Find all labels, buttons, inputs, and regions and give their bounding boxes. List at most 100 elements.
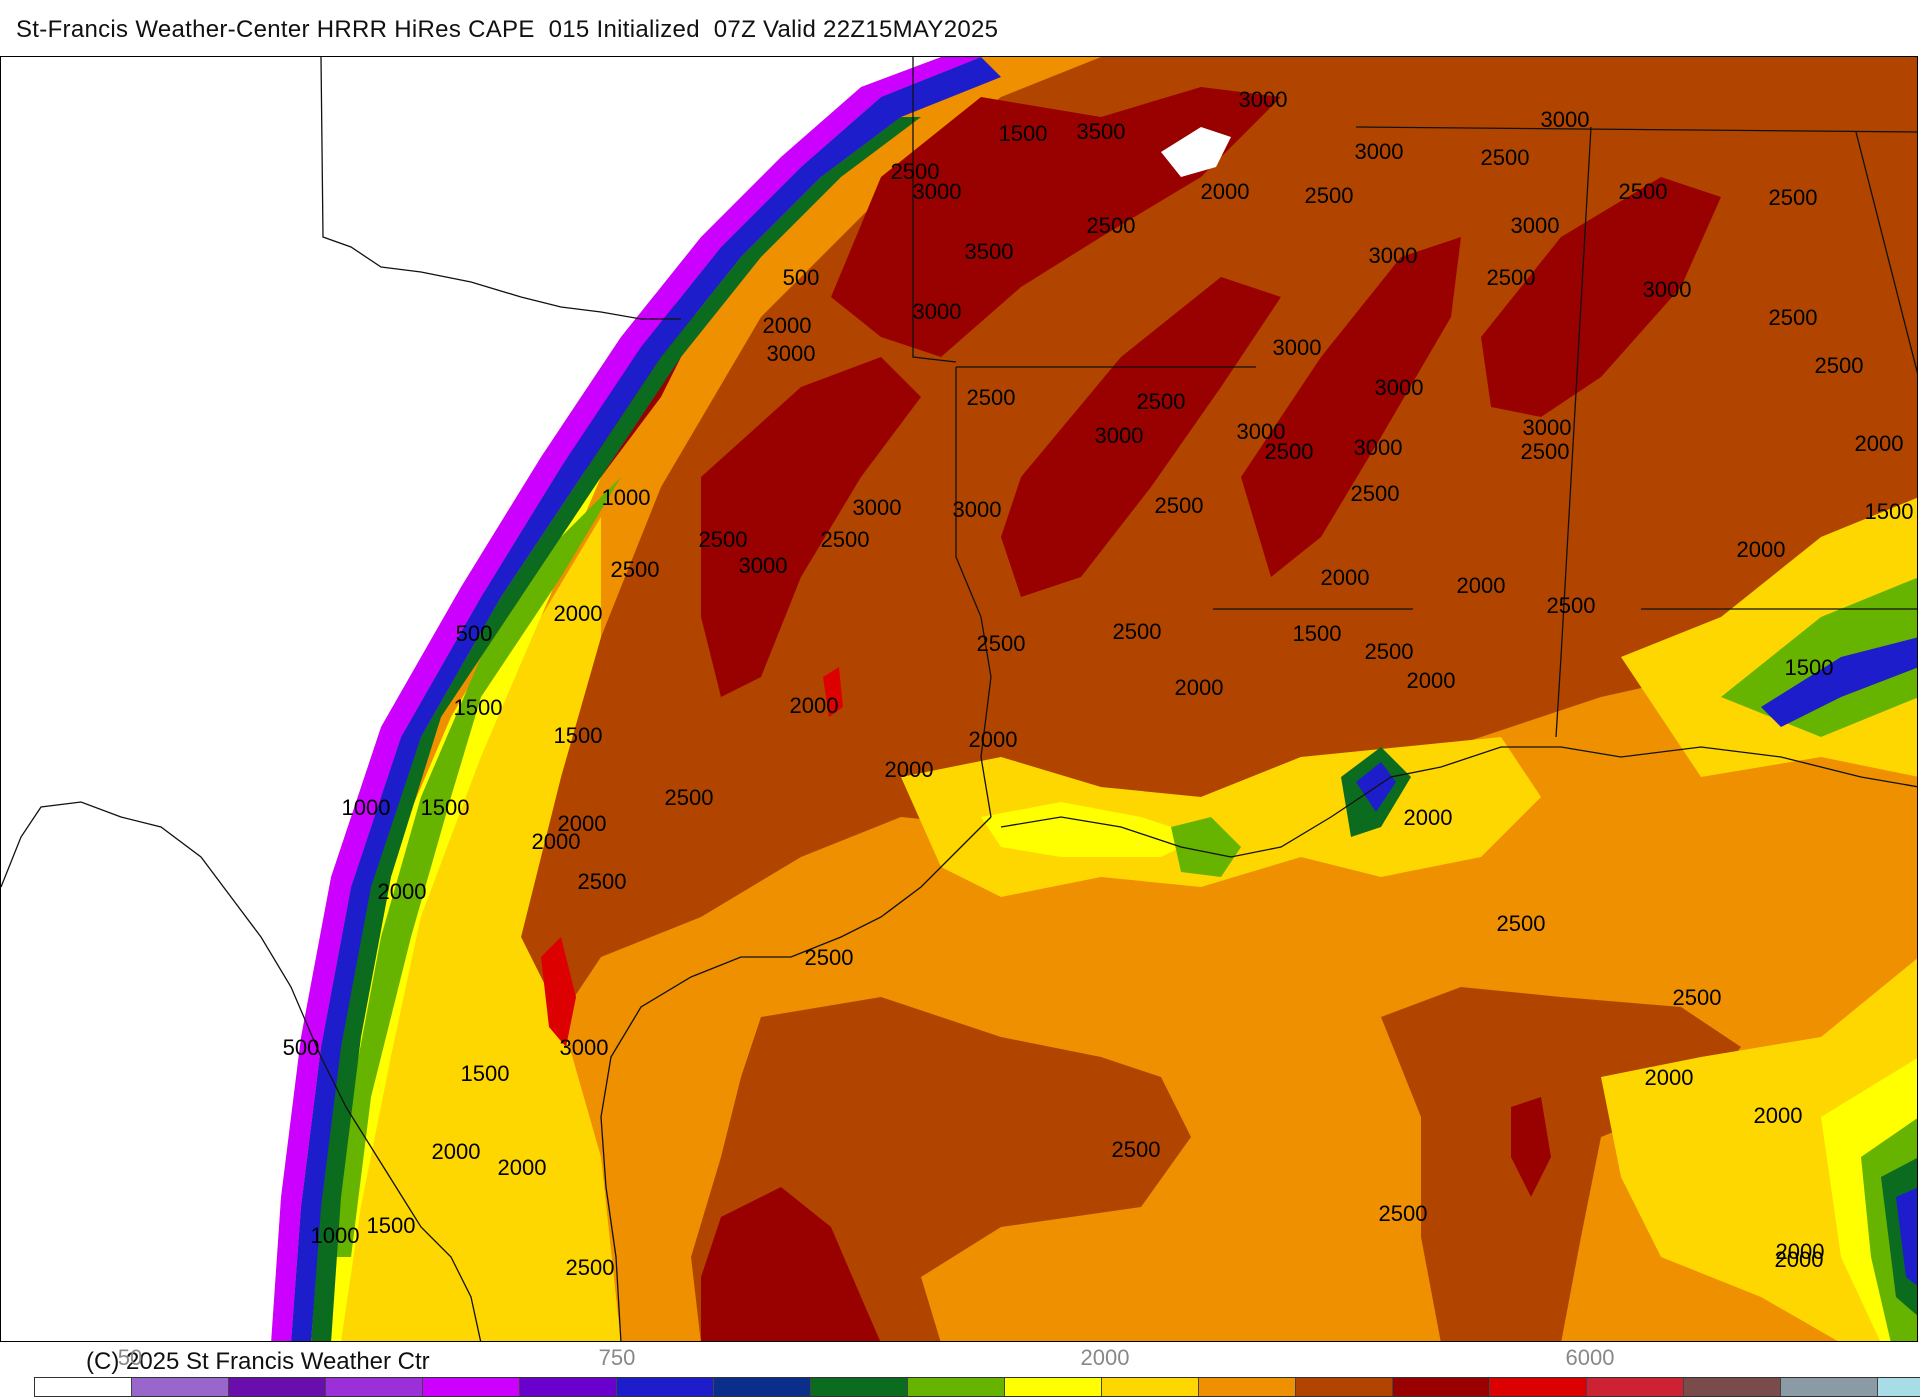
contour-label: 3000 <box>1237 419 1286 444</box>
state-border <box>1355 126 1917 133</box>
coastline <box>1000 746 1917 858</box>
colorbar-swatch <box>1296 1378 1393 1396</box>
contour-label: 3000 <box>1273 335 1322 360</box>
contour-label: 2500 <box>699 527 748 552</box>
contour-label: 2500 <box>1481 145 1530 170</box>
colorbar-swatch <box>908 1378 1005 1396</box>
colorbar-swatch <box>229 1378 326 1396</box>
contour-label: 2000 <box>1404 805 1453 830</box>
contour-label: 2500 <box>967 385 1016 410</box>
cape-ne-1750 <box>1721 577 1917 737</box>
contour-label: 2500 <box>1487 265 1536 290</box>
cape-band-3500-c <box>1001 277 1281 597</box>
contour-label: 2000 <box>1407 668 1456 693</box>
colorbar-swatch <box>1199 1378 1296 1396</box>
contour-label: 2500 <box>1087 213 1136 238</box>
cape-gulf-3500-west <box>701 1187 881 1341</box>
contour-label: 1000 <box>602 485 651 510</box>
contour-label: 1500 <box>1785 655 1834 680</box>
contour-label: 2500 <box>1521 439 1570 464</box>
contour-label: 2500 <box>611 557 660 582</box>
contour-label: 2000 <box>1175 675 1224 700</box>
colorbar-swatch <box>1781 1378 1878 1396</box>
cape-band-4000-b <box>823 667 843 717</box>
contour-label: 500 <box>456 621 493 646</box>
contour-label: 1500 <box>1865 499 1914 524</box>
cape-band-1750-coast <box>1171 817 1241 877</box>
contour-label: 3000 <box>1511 213 1560 238</box>
contour-label: 3000 <box>913 299 962 324</box>
contour-label: 3000 <box>1369 243 1418 268</box>
contour-label: 3000 <box>1239 87 1288 112</box>
coastline <box>600 816 992 1341</box>
contour-label: 3500 <box>1077 119 1126 144</box>
cape-west-1500 <box>311 117 921 1341</box>
state-border <box>1855 131 1917 374</box>
contour-label: 2000 <box>498 1155 547 1180</box>
colorbar-swatch <box>1878 1378 1920 1396</box>
contour-label: 2500 <box>1305 183 1354 208</box>
colorbar-swatch <box>35 1378 132 1396</box>
contour-label: 1500 <box>461 1061 510 1086</box>
cape-ne-1000 <box>1761 637 1917 727</box>
cape-map: 3000 1500 3500 2500 3000 3000 2500 3000 2000 2500… <box>0 56 1918 1342</box>
contour-label: 3000 <box>853 495 902 520</box>
state-border <box>955 367 992 818</box>
state-border <box>1555 126 1592 738</box>
contour-label: 1500 <box>999 121 1048 146</box>
contour-label: 1000 <box>311 1223 360 1248</box>
contour-label: 3000 <box>560 1035 609 1060</box>
contour-label: 3500 <box>965 239 1014 264</box>
cape-west-1750 <box>331 477 621 1257</box>
contour-label: 2500 <box>805 945 854 970</box>
colorbar-swatch <box>1102 1378 1199 1396</box>
contour-label: 2500 <box>578 869 627 894</box>
contour-label: 2500 <box>1113 619 1162 644</box>
contour-label: 2000 <box>790 693 839 718</box>
contour-label: 3000 <box>739 553 788 578</box>
colorbar-tick-label: 50 <box>117 1345 143 1370</box>
contour-label: 1500 <box>454 695 503 720</box>
colorbar-swatch <box>520 1378 617 1396</box>
colorbar-swatch <box>1684 1378 1781 1396</box>
contour-label: 1500 <box>554 723 603 748</box>
contour-label: 2500 <box>1497 911 1546 936</box>
border-mexico <box>1 801 482 1341</box>
contour-label: 2500 <box>821 527 870 552</box>
contour-label: 2000 <box>1321 565 1370 590</box>
contour-label: 3000 <box>1375 375 1424 400</box>
state-border <box>912 57 957 363</box>
map-title: St-Francis Weather-Center HRRR HiRes CAP… <box>16 16 999 43</box>
contour-label: 2000 <box>885 757 934 782</box>
contour-label: 2000 <box>1776 1239 1825 1264</box>
colorbar-swatch <box>811 1378 908 1396</box>
colorbar-tick-label: 2000 <box>1080 1345 1130 1370</box>
contour-label: 2500 <box>1815 353 1864 378</box>
cape-band-2000-coast <box>981 802 1201 857</box>
cape-band-3500-e <box>1481 177 1721 417</box>
contour-label: 2500 <box>1155 493 1204 518</box>
contour-label: 2000 <box>1855 431 1904 456</box>
contour-label: 2000 <box>1201 179 1250 204</box>
contour-label: 2500 <box>1365 639 1414 664</box>
contour-label: 3000 <box>1523 415 1572 440</box>
contour-label: 2500 <box>977 631 1026 656</box>
contour-label: 2000 <box>1737 537 1786 562</box>
colorbar-tick-label: 6000 <box>1565 1345 1615 1370</box>
contour-label: 2500 <box>1673 985 1722 1010</box>
colorbar-swatch <box>132 1378 229 1396</box>
contour-label: 3000 <box>913 179 962 204</box>
contour-label: 2500 <box>1265 439 1314 464</box>
contour-label: 500 <box>283 1035 320 1060</box>
colorbar-swatch <box>1005 1378 1102 1396</box>
cape-band-4000 <box>541 937 576 1047</box>
contour-label: 3000 <box>953 497 1002 522</box>
contour-label: 3000 <box>1355 139 1404 164</box>
cape-west-2000 <box>301 477 601 1341</box>
contour-label: 1500 <box>367 1213 416 1238</box>
colorbar-swatch <box>617 1378 714 1396</box>
contour-label: 2000 <box>554 601 603 626</box>
contour-label: 2500 <box>1769 185 1818 210</box>
